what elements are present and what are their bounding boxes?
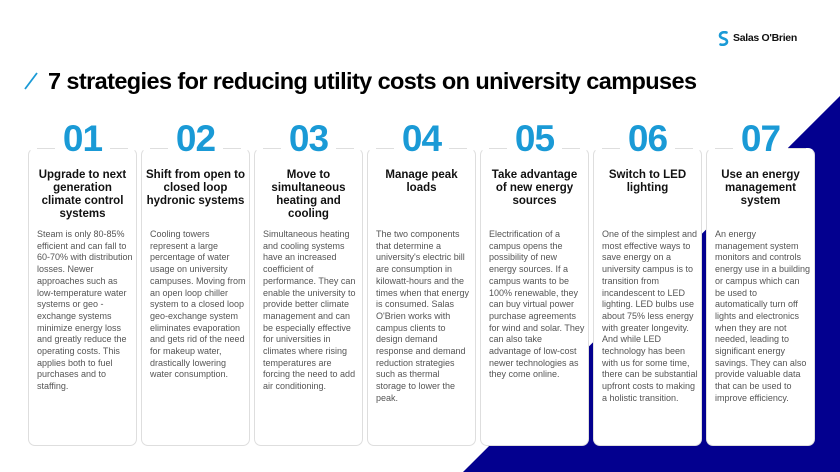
strategy-description: An energy management system monitors and… — [715, 229, 811, 403]
card-border-segment — [336, 148, 354, 149]
strategy-description: Cooling towers represent a large percent… — [150, 229, 246, 380]
card-border-segment — [223, 148, 241, 149]
strategy-description: Electrification of a campus opens the po… — [489, 229, 585, 380]
strategy-number: 03 — [288, 118, 329, 159]
card-border-segment — [489, 148, 507, 149]
strategy-number: 05 — [514, 118, 555, 159]
page-title: 7 strategies for reducing utility costs … — [48, 67, 697, 94]
strategy-number: 02 — [175, 118, 216, 159]
card-border-segment — [110, 148, 128, 149]
strategy-heading: Shift from open to closed loop hydronic … — [146, 169, 246, 207]
strategy-card-03: 03 Move to simultaneous heating and cool… — [254, 119, 363, 446]
card-border-segment — [376, 148, 394, 149]
strategy-heading: Manage peak loads — [385, 169, 458, 194]
strategy-number: 01 — [62, 118, 103, 159]
card-border-segment — [788, 148, 806, 149]
strategy-heading: Take advantage of new energy sources — [491, 169, 578, 207]
card-border-segment — [150, 148, 168, 149]
strategy-cards: 01 Upgrade to next generation climate co… — [28, 119, 815, 447]
page-header: 7 strategies for reducing utility costs … — [24, 66, 697, 96]
card-border-segment — [263, 148, 281, 149]
salas-obrien-logo-icon — [718, 30, 729, 46]
strategy-card-05: 05 Take advantage of new energy sources … — [480, 119, 589, 446]
strategy-number: 06 — [627, 118, 668, 159]
strategy-card-06: 06 Switch to LED lighting One of the sim… — [593, 119, 702, 446]
strategy-number: 04 — [401, 118, 442, 159]
strategy-card-04: 04 Manage peak loads The two components … — [367, 119, 476, 446]
card-border-segment — [715, 148, 733, 149]
card-border-segment — [602, 148, 620, 149]
strategy-description: Steam is only 80-85% efficient and can f… — [37, 229, 133, 392]
strategy-description: One of the simplest and most effective w… — [602, 229, 698, 403]
strategy-card-01: 01 Upgrade to next generation climate co… — [28, 119, 137, 446]
card-border-segment — [37, 148, 55, 149]
brand-logo: Salas O'Brien — [718, 29, 797, 47]
strategy-card-07: 07 Use an energy management system An en… — [706, 119, 815, 446]
card-border-segment — [562, 148, 580, 149]
strategy-heading: Upgrade to next generation climate contr… — [38, 169, 127, 220]
strategy-heading: Move to simultaneous heating and cooling — [271, 169, 346, 220]
slash-accent-icon — [24, 72, 38, 90]
strategy-heading: Use an energy management system — [721, 169, 800, 207]
strategy-description: The two components that determine a univ… — [376, 229, 470, 403]
strategy-heading: Switch to LED lighting — [608, 169, 687, 194]
card-border-segment — [675, 148, 693, 149]
strategy-number: 07 — [740, 118, 781, 159]
brand-name: Salas O'Brien — [733, 32, 797, 44]
strategy-card-02: 02 Shift from open to closed loop hydron… — [141, 119, 250, 446]
strategy-description: Simultaneous heating and cooling systems… — [263, 229, 356, 392]
card-border-segment — [449, 148, 467, 149]
